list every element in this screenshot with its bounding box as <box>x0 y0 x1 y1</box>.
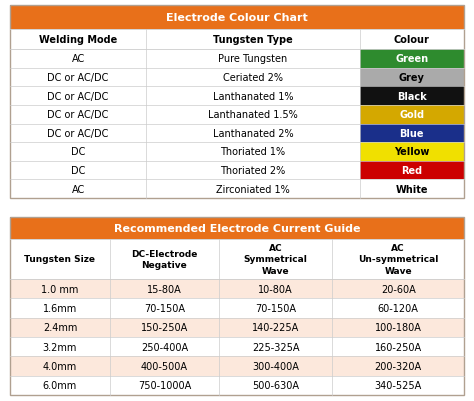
Text: 300-400A: 300-400A <box>252 361 299 371</box>
Text: DC or AC/DC: DC or AC/DC <box>47 91 109 101</box>
Text: DC: DC <box>71 166 85 176</box>
Text: DC-Electrode
Negative: DC-Electrode Negative <box>131 249 198 269</box>
Bar <box>10 239 464 279</box>
Bar <box>10 161 360 180</box>
Bar <box>360 124 464 143</box>
Text: 225-325A: 225-325A <box>252 342 300 352</box>
Bar <box>10 376 464 395</box>
Text: 160-250A: 160-250A <box>374 342 422 352</box>
Bar <box>10 6 464 198</box>
Text: Pure Tungsten: Pure Tungsten <box>218 54 288 64</box>
Text: 1.0 mm: 1.0 mm <box>41 284 79 294</box>
Text: 250-400A: 250-400A <box>141 342 188 352</box>
Text: 2.4mm: 2.4mm <box>43 322 77 332</box>
Bar <box>10 87 360 105</box>
Text: Lanthanated 1.5%: Lanthanated 1.5% <box>208 110 298 120</box>
Text: 4.0mm: 4.0mm <box>43 361 77 371</box>
Bar <box>360 143 464 161</box>
Text: Welding Mode: Welding Mode <box>39 35 117 45</box>
Text: 340-525A: 340-525A <box>374 381 422 390</box>
Text: 70-150A: 70-150A <box>255 303 296 313</box>
Bar <box>10 217 464 395</box>
Text: DC or AC/DC: DC or AC/DC <box>47 73 109 83</box>
Text: 400-500A: 400-500A <box>141 361 188 371</box>
Text: Blue: Blue <box>400 128 424 138</box>
Text: DC or AC/DC: DC or AC/DC <box>47 128 109 138</box>
Text: 750-1000A: 750-1000A <box>138 381 191 390</box>
Bar <box>10 299 464 318</box>
Bar <box>10 105 360 124</box>
Bar <box>10 30 464 50</box>
Text: 70-150A: 70-150A <box>144 303 185 313</box>
Bar <box>10 217 464 239</box>
Text: 6.0mm: 6.0mm <box>43 381 77 390</box>
Bar <box>10 318 464 337</box>
Bar <box>10 217 464 395</box>
Text: 1.6mm: 1.6mm <box>43 303 77 313</box>
Text: DC or AC/DC: DC or AC/DC <box>47 110 109 120</box>
Text: AC: AC <box>72 54 85 64</box>
Text: 3.2mm: 3.2mm <box>43 342 77 352</box>
Bar <box>10 6 464 30</box>
Bar <box>10 50 360 69</box>
Text: Thoriated 2%: Thoriated 2% <box>220 166 285 176</box>
Text: AC
Un-symmetrical
Wave: AC Un-symmetrical Wave <box>358 244 438 275</box>
Text: Lanthanated 1%: Lanthanated 1% <box>213 91 293 101</box>
Text: 500-630A: 500-630A <box>252 381 299 390</box>
Bar <box>10 143 360 161</box>
Text: 150-250A: 150-250A <box>141 322 188 332</box>
Text: Lanthanated 2%: Lanthanated 2% <box>212 128 293 138</box>
Text: 60-120A: 60-120A <box>378 303 419 313</box>
Text: Green: Green <box>395 54 428 64</box>
Text: Ceriated 2%: Ceriated 2% <box>223 73 283 83</box>
Text: Gold: Gold <box>399 110 424 120</box>
Text: 10-80A: 10-80A <box>258 284 293 294</box>
Text: Yellow: Yellow <box>394 147 429 157</box>
Text: 100-180A: 100-180A <box>375 322 421 332</box>
Text: White: White <box>395 184 428 194</box>
Text: Zirconiated 1%: Zirconiated 1% <box>216 184 290 194</box>
Text: 140-225A: 140-225A <box>252 322 299 332</box>
Bar <box>10 124 360 143</box>
Bar <box>360 180 464 198</box>
Text: 20-60A: 20-60A <box>381 284 416 294</box>
Bar <box>360 87 464 105</box>
Text: DC: DC <box>71 147 85 157</box>
Bar <box>360 161 464 180</box>
Text: AC: AC <box>72 184 85 194</box>
Text: Black: Black <box>397 91 427 101</box>
Bar <box>360 50 464 69</box>
Bar <box>10 180 360 198</box>
Text: Thoriated 1%: Thoriated 1% <box>220 147 285 157</box>
Bar <box>360 105 464 124</box>
Bar <box>10 279 464 299</box>
Text: Colour: Colour <box>394 35 430 45</box>
Text: AC
Symmetrical
Wave: AC Symmetrical Wave <box>244 244 308 275</box>
Text: 15-80A: 15-80A <box>147 284 182 294</box>
Bar <box>10 337 464 356</box>
Bar <box>10 6 464 198</box>
Bar <box>360 69 464 87</box>
Bar <box>10 69 360 87</box>
Text: Tungsten Type: Tungsten Type <box>213 35 293 45</box>
Text: Tungsten Size: Tungsten Size <box>25 255 95 264</box>
Bar <box>10 356 464 376</box>
Text: 200-320A: 200-320A <box>374 361 422 371</box>
Text: Red: Red <box>401 166 422 176</box>
Text: Electrode Colour Chart: Electrode Colour Chart <box>166 13 308 23</box>
Text: Grey: Grey <box>399 73 425 83</box>
Text: Recommended Electrode Current Guide: Recommended Electrode Current Guide <box>114 223 360 233</box>
